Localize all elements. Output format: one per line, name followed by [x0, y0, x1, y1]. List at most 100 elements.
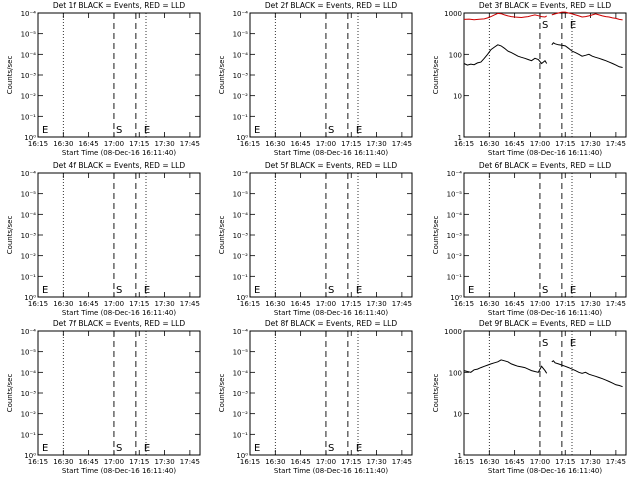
x-tick-label: 17:30	[580, 140, 600, 148]
x-tick-label: 17:00	[316, 458, 336, 466]
x-tick-label: 17:30	[154, 300, 174, 308]
y-tick-label: 10⁻⁵	[21, 349, 37, 357]
plot-frame	[249, 12, 413, 138]
y-axis-label: Counts/sec	[218, 56, 226, 95]
x-tick-label: 17:45	[392, 300, 412, 308]
x-tick-label: 17:15	[555, 458, 575, 466]
chart-title: Det 2f BLACK = Events, RED = LLD	[265, 1, 398, 10]
x-axis-label: Start Time (08-Dec-16 16:11:40)	[274, 149, 388, 157]
marker-e: E	[356, 125, 362, 136]
x-tick-label: 16:30	[265, 140, 285, 148]
y-tick-label: 10⁰	[24, 134, 36, 142]
plot-frame	[37, 172, 201, 298]
marker-s: S	[116, 443, 122, 454]
start-marker-e: E	[254, 285, 260, 296]
chart-panel: Det 6f BLACK = Events, RED = LLD 10⁻⁴ 10⁻⁵…	[432, 161, 627, 317]
y-tick-label: 1	[458, 134, 462, 142]
plot-frame	[249, 330, 413, 456]
x-axis-label: Start Time (08-Dec-16 16:11:40)	[62, 309, 176, 317]
chart-title: Det 8f BLACK = Events, RED = LLD	[265, 319, 398, 328]
x-tick-label: 17:15	[341, 300, 361, 308]
plot-frame	[249, 172, 413, 298]
chart-title: Det 1f BLACK = Events, RED = LLD	[53, 1, 186, 10]
x-tick-label: 17:15	[129, 458, 149, 466]
y-tick-label: 10⁰	[24, 452, 36, 460]
chart-title: Det 9f BLACK = Events, RED = LLD	[479, 319, 612, 328]
chart-panel: Det 9f BLACK = Events, RED = LLD 1000 100 1…	[432, 319, 627, 475]
x-tick-label: 16:15	[28, 458, 48, 466]
y-tick-label: 10⁻⁵	[447, 191, 463, 199]
x-tick-label: 16:30	[53, 300, 73, 308]
chart-panel: Det 2f BLACK = Events, RED = LLD 10⁻⁴ 10⁻⁵…	[218, 1, 413, 157]
y-tick-label: 10⁻²	[21, 93, 37, 101]
y-tick-label: 10⁰	[236, 452, 248, 460]
x-tick-label: 16:45	[79, 300, 99, 308]
x-tick-label: 17:30	[366, 300, 386, 308]
lld-series-line	[551, 11, 623, 21]
y-tick-label: 10	[453, 411, 462, 419]
x-tick-label: 17:15	[129, 140, 149, 148]
x-tick-label: 16:15	[240, 300, 260, 308]
plot-frame	[463, 330, 627, 456]
y-axis-label: Counts/sec	[218, 374, 226, 413]
x-tick-label: 17:15	[555, 140, 575, 148]
y-axis-label: Counts/sec	[432, 374, 440, 413]
x-tick-label: 17:30	[580, 458, 600, 466]
marker-s: S	[116, 285, 122, 296]
marker-e: E	[144, 443, 150, 454]
x-tick-label: 16:45	[505, 140, 525, 148]
y-tick-label: 10⁻¹	[233, 273, 249, 281]
marker-s: S	[542, 285, 548, 296]
y-tick-label: 10⁻²	[21, 411, 37, 419]
x-tick-label: 17:45	[180, 300, 200, 308]
y-tick-label: 10⁻¹	[233, 113, 249, 121]
x-tick-label: 17:00	[316, 140, 336, 148]
y-tick-label: 10⁻³	[21, 232, 37, 240]
start-marker-e: E	[254, 125, 260, 136]
marker-e: E	[144, 285, 150, 296]
start-marker-e: E	[42, 285, 48, 296]
y-tick-label: 10⁻⁵	[233, 31, 249, 39]
x-tick-label: 17:45	[606, 140, 626, 148]
y-tick-label: 10⁻⁴	[21, 170, 37, 178]
x-tick-label: 17:00	[316, 300, 336, 308]
events-series-line	[551, 360, 623, 388]
y-tick-label: 10⁻¹	[21, 431, 37, 439]
y-tick-label: 10⁻⁴	[233, 51, 249, 59]
y-tick-label: 10⁰	[450, 294, 462, 302]
x-tick-label: 17:15	[341, 458, 361, 466]
x-axis-label: Start Time (08-Dec-16 16:11:40)	[488, 309, 602, 317]
chart-title: Det 6f BLACK = Events, RED = LLD	[479, 161, 612, 170]
plot-frame	[463, 172, 627, 298]
x-tick-label: 16:45	[79, 140, 99, 148]
y-tick-label: 10⁻⁴	[21, 328, 37, 336]
y-tick-label: 10⁻³	[21, 72, 37, 80]
x-tick-label: 17:00	[530, 458, 550, 466]
marker-e: E	[356, 443, 362, 454]
x-tick-label: 17:45	[392, 458, 412, 466]
marker-s: S	[116, 125, 122, 136]
x-tick-label: 17:45	[606, 300, 626, 308]
x-tick-label: 16:30	[265, 458, 285, 466]
x-tick-label: 16:30	[265, 300, 285, 308]
x-axis-label: Start Time (08-Dec-16 16:11:40)	[62, 467, 176, 475]
x-tick-label: 17:00	[530, 300, 550, 308]
y-tick-label: 10⁻⁴	[21, 211, 37, 219]
x-tick-label: 17:45	[606, 458, 626, 466]
y-tick-label: 10⁻¹	[447, 273, 463, 281]
x-tick-label: 16:15	[240, 140, 260, 148]
y-tick-label: 10⁰	[236, 134, 248, 142]
y-tick-label: 10⁻¹	[21, 273, 37, 281]
y-tick-label: 10⁻¹	[233, 431, 249, 439]
chart-title: Det 5f BLACK = Events, RED = LLD	[265, 161, 398, 170]
chart-panel: Det 7f BLACK = Events, RED = LLD 10⁻⁴ 10⁻⁵…	[6, 319, 201, 475]
y-tick-label: 100	[449, 369, 462, 377]
x-axis-label: Start Time (08-Dec-16 16:11:40)	[488, 467, 602, 475]
y-tick-label: 10⁻³	[233, 232, 249, 240]
y-axis-label: Counts/sec	[6, 216, 14, 255]
y-tick-label: 10⁻⁴	[447, 211, 463, 219]
x-tick-label: 17:45	[180, 458, 200, 466]
marker-e: E	[144, 125, 150, 136]
marker-s: S	[328, 443, 334, 454]
x-tick-label: 17:30	[154, 140, 174, 148]
